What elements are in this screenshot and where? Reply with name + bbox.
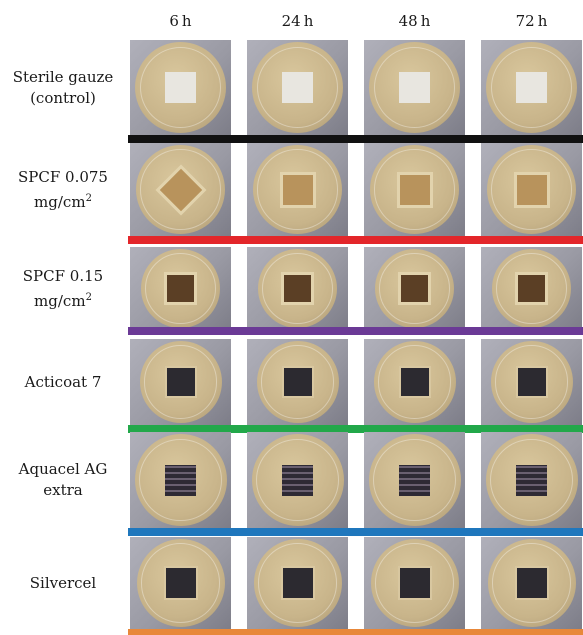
petri-dish: [134, 434, 227, 526]
petri-dish: [253, 539, 342, 627]
column-header-2: 24 h: [281, 12, 314, 30]
row-divider: [128, 425, 583, 433]
wound-dressing-sample: [516, 464, 547, 496]
petri-dish: [368, 434, 461, 526]
plate-photo: [130, 537, 231, 629]
row-label-line: Sterile gauze: [12, 67, 114, 86]
petri-dish: [375, 249, 454, 328]
petri-dish: [487, 539, 576, 627]
petri-dish: [135, 42, 226, 133]
wound-dressing-sample: [165, 72, 196, 103]
petri-dish: [136, 539, 225, 627]
row-label-5: Aquacel AG extra: [0, 432, 126, 528]
petri-dish: [486, 42, 577, 133]
wound-dressing-sample: [283, 368, 312, 396]
row-label-2: SPCF 0.075 mg/cm2: [0, 143, 126, 236]
wound-dressing-sample: [282, 174, 313, 205]
petri-dish: [253, 145, 342, 234]
plate-photo: [247, 432, 348, 528]
plate-photo: [481, 247, 582, 330]
row-label-line: extra: [43, 481, 83, 499]
wound-dressing-sample: [399, 568, 430, 598]
plate-photo: [364, 40, 465, 135]
petri-dish: [258, 249, 337, 328]
petri-dish: [373, 341, 456, 423]
plate-photo: [247, 143, 348, 236]
petri-dish: [136, 145, 225, 234]
plate-photo: [481, 40, 582, 135]
petri-dish: [256, 341, 339, 423]
column-header-1: 6 h: [169, 12, 192, 30]
row-label-line: Aquacel AG: [18, 460, 108, 478]
petri-dish: [370, 539, 459, 627]
petri-dish: [139, 341, 222, 423]
petri-dish: [485, 434, 578, 526]
plate-photo: [247, 339, 348, 425]
plate-photo: [364, 143, 465, 236]
row-divider: [128, 528, 583, 536]
wound-dressing-sample: [282, 464, 313, 496]
plate-photo: [481, 432, 582, 528]
row-label-line: Acticoat 7: [24, 372, 102, 391]
wound-dressing-sample: [165, 464, 196, 496]
plate-photo: [481, 339, 582, 425]
petri-dish: [487, 145, 576, 234]
petri-dish: [369, 42, 460, 133]
wound-dressing-sample: [166, 368, 195, 396]
wound-dressing-sample: [165, 568, 196, 598]
row-label-line: (control): [30, 88, 96, 107]
wound-dressing-sample: [401, 275, 428, 302]
plate-photo: [130, 432, 231, 528]
row-label-line: mg/cm2: [34, 192, 92, 211]
plate-photo: [247, 247, 348, 330]
column-header-4: 72 h: [515, 12, 548, 30]
plate-photo: [364, 537, 465, 629]
wound-dressing-sample: [282, 72, 313, 103]
petri-dish: [492, 249, 571, 328]
petri-dish: [370, 145, 459, 234]
plate-photo: [247, 40, 348, 135]
plate-photo: [481, 537, 582, 629]
row-label-line: mg/cm2: [34, 291, 92, 310]
wound-dressing-sample: [282, 568, 313, 598]
plate-photo: [130, 339, 231, 425]
plate-photo: [481, 143, 582, 236]
wound-dressing-sample: [516, 174, 547, 205]
row-label-4: Acticoat 7: [0, 339, 126, 425]
column-header-3: 48 h: [398, 12, 431, 30]
wound-dressing-sample: [400, 368, 429, 396]
plate-photo: [364, 339, 465, 425]
wound-dressing-sample: [516, 568, 547, 598]
wound-dressing-sample: [399, 72, 430, 103]
plate-photo: [130, 247, 231, 330]
row-divider: [128, 236, 583, 244]
wound-dressing-sample: [399, 174, 430, 205]
wound-dressing-sample: [518, 275, 545, 302]
plate-photo: [364, 432, 465, 528]
petri-dish: [251, 434, 344, 526]
row-label-3: SPCF 0.15 mg/cm2: [0, 247, 126, 330]
row-divider: [128, 629, 583, 635]
row-label-line: SPCF 0.075: [18, 167, 108, 186]
wound-dressing-sample: [159, 168, 202, 211]
plate-photo: [130, 40, 231, 135]
wound-dressing-sample: [516, 72, 547, 103]
wound-dressing-sample: [517, 368, 546, 396]
petri-dish: [141, 249, 220, 328]
row-label-1: Sterile gauze (control): [0, 40, 126, 135]
wound-dressing-sample: [399, 464, 430, 496]
row-label-line: Silvercel: [29, 573, 97, 592]
row-label-6: Silvercel: [0, 537, 126, 629]
row-divider: [128, 327, 583, 335]
plate-photo: [364, 247, 465, 330]
wound-dressing-sample: [284, 275, 311, 302]
row-label-line: SPCF 0.15: [22, 266, 104, 285]
row-divider: [128, 135, 583, 143]
petri-dish: [490, 341, 573, 423]
plate-photo: [130, 143, 231, 236]
wound-dressing-sample: [167, 275, 194, 302]
petri-dish: [252, 42, 343, 133]
plate-photo: [247, 537, 348, 629]
